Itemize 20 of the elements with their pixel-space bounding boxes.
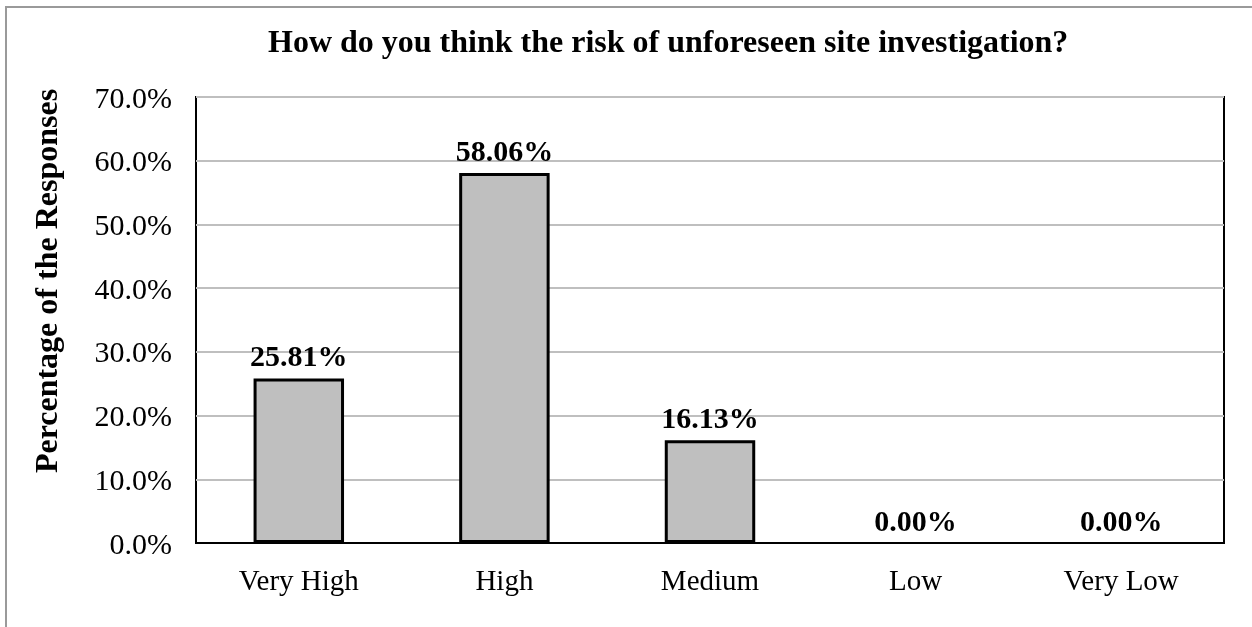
- y-tick-label: 70.0%: [94, 80, 172, 114]
- y-tick-label: 40.0%: [94, 271, 172, 305]
- data-label: 58.06%: [455, 133, 554, 167]
- y-tick-label: 60.0%: [94, 144, 172, 178]
- y-tick-label: 10.0%: [94, 462, 172, 496]
- data-label: 0.00%: [1079, 503, 1163, 537]
- x-tick-label: High: [475, 563, 534, 596]
- y-tick-label: 0.0%: [109, 526, 172, 560]
- x-tick-label: Medium: [660, 563, 760, 596]
- data-label: 0.00%: [874, 503, 957, 537]
- y-tick-label: 30.0%: [94, 335, 172, 369]
- x-tick-label: Very Low: [1063, 563, 1179, 596]
- y-tick-label: 20.0%: [94, 399, 172, 433]
- x-tick-label: Low: [889, 563, 943, 596]
- y-tick-label: 50.0%: [94, 207, 172, 241]
- chart-title: How do you think the risk of unforeseen site investigation?: [268, 23, 1069, 59]
- y-axis-title: Percentage of the Responses: [28, 88, 64, 474]
- x-tick-label: Very High: [238, 563, 360, 596]
- data-label: 25.81%: [250, 339, 348, 373]
- data-label: 16.13%: [661, 400, 759, 434]
